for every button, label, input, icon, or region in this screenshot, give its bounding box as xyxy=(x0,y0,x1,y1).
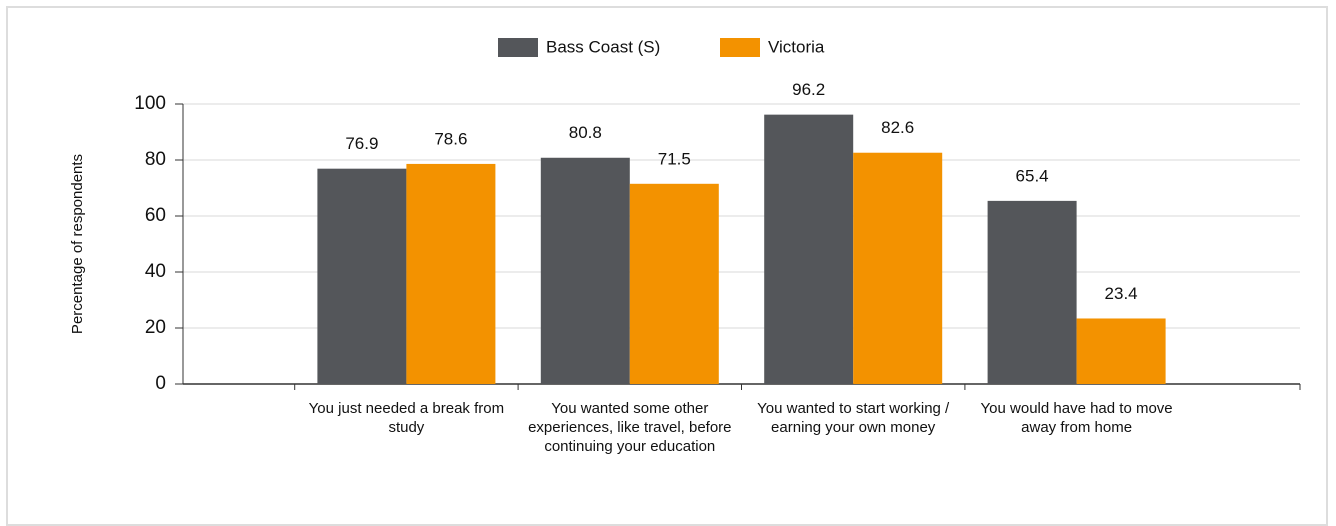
legend-swatch xyxy=(498,38,538,57)
page: {"chart_data": {"type": "bar", "y_label"… xyxy=(6,6,1328,526)
legend-swatch xyxy=(720,38,760,57)
x-tick-label: You would have had to move away from hom… xyxy=(980,400,1173,436)
x-tick-label: You wanted to start working / earning yo… xyxy=(757,400,950,436)
bar xyxy=(1076,318,1166,384)
y-axis-label: Percentage of respondents xyxy=(69,154,86,334)
bar xyxy=(764,114,854,384)
x-tick-label: You just needed a break from study xyxy=(308,400,505,436)
data-label: 23.4 xyxy=(1105,284,1138,303)
legend-label: Bass Coast (S) xyxy=(546,37,660,56)
chart: Percentage of respondents 0 20 40 60 80 100 76… xyxy=(69,37,1301,394)
bar xyxy=(540,157,630,384)
bar xyxy=(406,163,496,384)
data-label: 80.8 xyxy=(569,123,602,142)
data-label: 96.2 xyxy=(792,80,825,99)
y-tick-label: 20 xyxy=(145,317,166,338)
bar xyxy=(853,152,943,384)
data-label: 82.6 xyxy=(881,118,914,137)
data-label: 76.9 xyxy=(345,134,378,153)
y-tick-label: 80 xyxy=(145,149,166,170)
y-tick-label: 60 xyxy=(145,205,166,226)
data-label: 78.6 xyxy=(434,129,467,148)
y-tick-label: 0 xyxy=(155,373,166,394)
y-tick-label: 40 xyxy=(145,261,166,282)
bar xyxy=(317,168,407,384)
bar xyxy=(987,200,1077,384)
y-tick-label: 100 xyxy=(134,93,166,114)
legend-label: Victoria xyxy=(768,37,825,56)
bar xyxy=(629,183,719,384)
data-label: 65.4 xyxy=(1016,166,1049,185)
data-label: 71.5 xyxy=(658,149,691,168)
x-tick-label: You wanted some other experiences, like … xyxy=(528,400,732,455)
